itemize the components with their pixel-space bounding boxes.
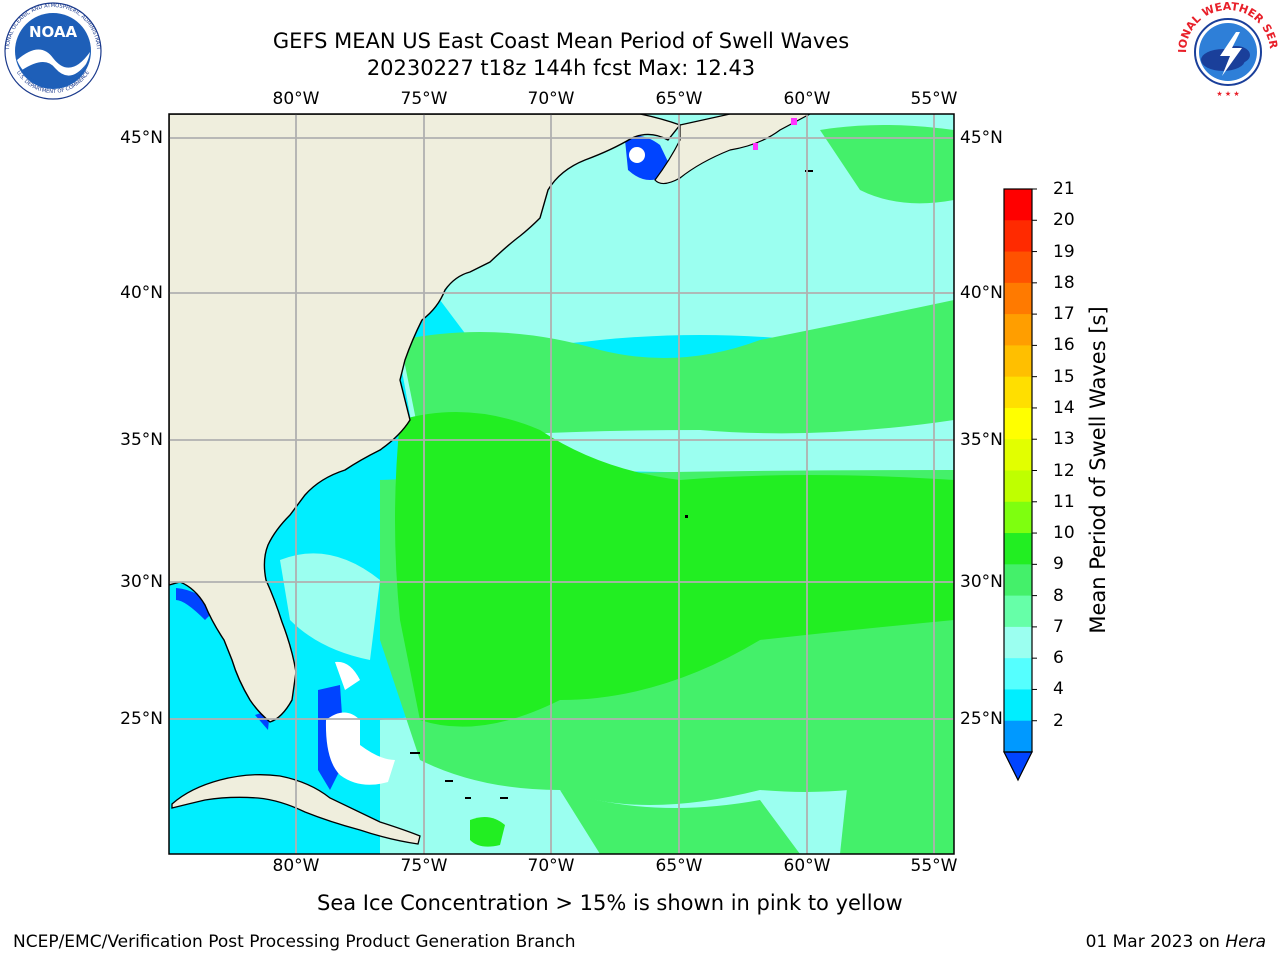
chart-title-line2: 20230227 t18z 144h fcst Max: 12.43 bbox=[366, 56, 756, 80]
bahamas-banks bbox=[325, 147, 645, 785]
lat-label-left: 30°N bbox=[120, 572, 163, 592]
lat-label-left: 25°N bbox=[120, 709, 163, 729]
lon-label-top: 80°W bbox=[272, 89, 320, 109]
colorbar-tick-label: 12 bbox=[1053, 460, 1075, 481]
lon-label-bottom: 80°W bbox=[272, 856, 320, 876]
colorbar-segment bbox=[1004, 626, 1032, 659]
colorbar-label: Mean Period of Swell Waves [s] bbox=[1086, 306, 1110, 634]
map-gridlines bbox=[169, 114, 954, 854]
footer-branch: NCEP/EMC/Verification Post Processing Pr… bbox=[13, 932, 576, 952]
colorbar-segment bbox=[1004, 282, 1032, 315]
lon-label-top: 60°W bbox=[783, 89, 831, 109]
colorbar-segment bbox=[1004, 470, 1032, 503]
colorbar-segment bbox=[1004, 533, 1032, 565]
lat-label-right: 30°N bbox=[960, 572, 1003, 592]
noaa-logo-text: NOAA bbox=[29, 23, 78, 41]
lon-label-bottom: 55°W bbox=[910, 856, 958, 876]
lat-label-right: 45°N bbox=[960, 128, 1003, 148]
lat-label-left: 35°N bbox=[120, 430, 163, 450]
colorbar-tick-label: 9 bbox=[1053, 554, 1064, 575]
colorbar-segment bbox=[1004, 189, 1032, 221]
colorbar-segment bbox=[1004, 314, 1032, 346]
footer-date-text: 01 Mar 2023 on bbox=[1085, 932, 1226, 952]
lon-label-bottom: 60°W bbox=[783, 856, 831, 876]
colorbar-tick-label: 19 bbox=[1053, 241, 1075, 262]
colorbar-segment bbox=[1004, 251, 1032, 284]
colorbar bbox=[1003, 188, 1037, 782]
map-frame bbox=[168, 113, 955, 855]
colorbar-tick-label: 17 bbox=[1053, 304, 1075, 325]
svg-text:★ ★ ★: ★ ★ ★ bbox=[1216, 90, 1239, 98]
colorbar-tick-label: 21 bbox=[1053, 179, 1075, 199]
colorbar-tick-label: 2 bbox=[1053, 710, 1064, 731]
lat-label-right: 25°N bbox=[960, 709, 1003, 729]
lon-label-bottom: 75°W bbox=[400, 856, 448, 876]
lon-label-top: 70°W bbox=[527, 89, 575, 109]
chart-title-line1: GEFS MEAN US East Coast Mean Period of S… bbox=[272, 29, 850, 53]
colorbar-segment bbox=[1004, 689, 1032, 722]
colorbar-segment bbox=[1004, 564, 1032, 597]
sea-ice-note: Sea Ice Concentration > 15% is shown in … bbox=[317, 891, 903, 915]
colorbar-tick-label: 20 bbox=[1053, 210, 1075, 231]
islands bbox=[410, 170, 813, 799]
lon-label-top: 55°W bbox=[910, 89, 958, 109]
colorbar-tick-label: 10 bbox=[1053, 523, 1075, 544]
colorbar-tick-label: 11 bbox=[1053, 491, 1075, 512]
colorbar-tick-label: 4 bbox=[1053, 679, 1064, 700]
lon-label-top: 65°W bbox=[655, 89, 703, 109]
colorbar-segment bbox=[1004, 720, 1032, 753]
colorbar-segment bbox=[1004, 658, 1032, 690]
colorbar-extend-arrow bbox=[1003, 751, 1033, 782]
colorbar-segment bbox=[1004, 376, 1032, 409]
lat-label-left: 45°N bbox=[120, 128, 163, 148]
colorbar-tick-label: 7 bbox=[1053, 616, 1064, 637]
lat-label-left: 40°N bbox=[120, 283, 163, 303]
lon-label-top: 75°W bbox=[400, 89, 448, 109]
land-nova-scotia bbox=[654, 114, 811, 185]
lat-label-right: 40°N bbox=[960, 283, 1003, 303]
sea-ice-markers bbox=[753, 118, 797, 150]
footer-machine: Hera bbox=[1225, 932, 1266, 952]
land-cuba bbox=[171, 774, 421, 845]
colorbar-tick-label: 14 bbox=[1053, 397, 1075, 418]
footer-date: 01 Mar 2023 on Hera bbox=[1086, 932, 1266, 952]
lat-label-right: 35°N bbox=[960, 430, 1003, 450]
colorbar-segment bbox=[1004, 595, 1032, 628]
colorbar-segment bbox=[1004, 501, 1032, 534]
noaa-logo: NOAA NATIONAL OCEANIC AND ATMOSPHERIC AD… bbox=[0, 0, 102, 100]
colorbar-segment bbox=[1004, 345, 1032, 378]
colorbar-segment bbox=[1004, 439, 1032, 471]
swell-band-10-11s bbox=[395, 412, 954, 847]
lon-label-bottom: 70°W bbox=[527, 856, 575, 876]
colorbar-segment bbox=[1004, 407, 1032, 440]
colorbar-segment bbox=[1004, 220, 1032, 253]
colorbar-tick-label: 16 bbox=[1053, 335, 1075, 356]
lon-label-bottom: 65°W bbox=[655, 856, 703, 876]
colorbar-tick-label: 15 bbox=[1053, 366, 1075, 387]
colorbar-tick-label: 13 bbox=[1053, 429, 1075, 450]
colorbar-tick-label: 18 bbox=[1053, 272, 1075, 293]
colorbar-tick-label: 8 bbox=[1053, 585, 1064, 606]
colorbar-tick-label: 6 bbox=[1053, 648, 1064, 669]
nws-logo: NATIONAL WEATHER SERVICE ★ ★ ★ bbox=[1178, 0, 1278, 99]
